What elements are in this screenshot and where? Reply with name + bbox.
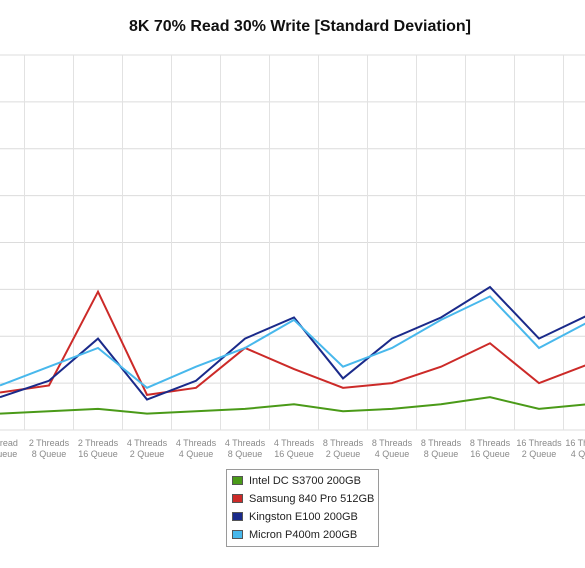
x-tick-label: 4 Threads 16 Queue — [274, 438, 315, 459]
legend: Intel DC S3700 200GB Samsung 840 Pro 512G… — [226, 469, 379, 547]
series-line-samsung-840-pro-512gb — [0, 289, 585, 396]
legend-swatch — [232, 530, 243, 539]
legend-swatch — [232, 512, 243, 521]
x-tick-label: 16 Threads 2 Queue — [516, 438, 562, 459]
series-lines — [0, 285, 585, 415]
x-tick-label: 4 Threads 8 Queue — [225, 438, 266, 459]
legend-item: Kingston E100 200GB — [227, 508, 378, 526]
legend-label: Samsung 840 Pro 512GB — [249, 493, 375, 505]
x-tick-label: 8 Threads 16 Queue — [470, 438, 511, 459]
x-tick-label: 1 Thread4 Queue — [0, 438, 18, 459]
series-line-micron-p400m-200gb — [0, 295, 585, 389]
series-line-kingston-e100-200gb — [0, 285, 585, 401]
x-tick-label: 2 Threads 16 Queue — [78, 438, 119, 459]
legend-label: Intel DC S3700 200GB — [249, 475, 361, 487]
legend-item: Samsung 840 Pro 512GB — [227, 490, 378, 508]
legend-swatch — [232, 494, 243, 503]
legend-label: Kingston E100 200GB — [249, 511, 358, 523]
legend-item: Micron P400m 200GB — [227, 526, 378, 544]
legend-item: Intel DC S3700 200GB — [227, 472, 378, 490]
x-tick-label: 8 Threads 4 Queue — [372, 438, 413, 459]
legend-label: Micron P400m 200GB — [249, 529, 358, 541]
x-tick-label: 8 Threads 8 Queue — [421, 438, 462, 459]
x-tick-label: 4 Threads 2 Queue — [127, 438, 168, 459]
x-tick-label: 2 Threads 8 Queue — [29, 438, 70, 459]
x-tick-label: 4 Threads 4 Queue — [176, 438, 217, 459]
chart-title: 8K 70% Read 30% Write [Standard Deviatio… — [128, 18, 472, 35]
x-tick-label: 8 Threads 2 Queue — [323, 438, 364, 459]
series-line-intel-dc-s3700-200gb — [0, 396, 585, 415]
legend-swatch — [232, 476, 243, 485]
grid — [0, 54, 585, 431]
